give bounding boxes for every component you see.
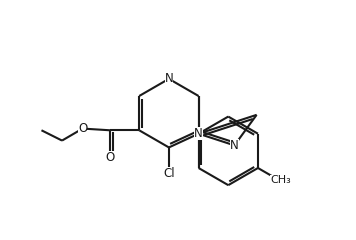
Text: N: N	[230, 139, 239, 152]
Text: N: N	[194, 127, 203, 140]
Text: O: O	[78, 122, 87, 135]
Text: O: O	[105, 151, 115, 164]
Text: Cl: Cl	[163, 167, 175, 180]
Text: N: N	[164, 72, 173, 85]
Text: CH₃: CH₃	[270, 175, 291, 185]
